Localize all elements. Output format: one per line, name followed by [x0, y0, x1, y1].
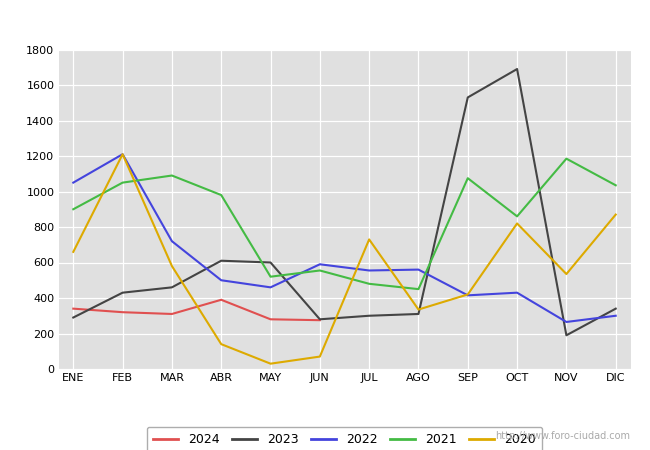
- Legend: 2024, 2023, 2022, 2021, 2020: 2024, 2023, 2022, 2021, 2020: [147, 427, 542, 450]
- Text: Matriculaciones de Vehículos en Borox: Matriculaciones de Vehículos en Borox: [166, 11, 484, 29]
- Text: http://www.foro-ciudad.com: http://www.foro-ciudad.com: [495, 431, 630, 441]
